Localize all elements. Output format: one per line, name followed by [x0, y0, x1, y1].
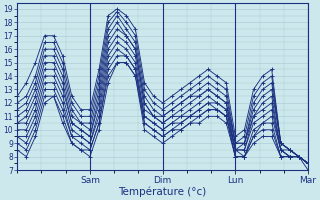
X-axis label: Température (°c): Température (°c) — [118, 186, 207, 197]
